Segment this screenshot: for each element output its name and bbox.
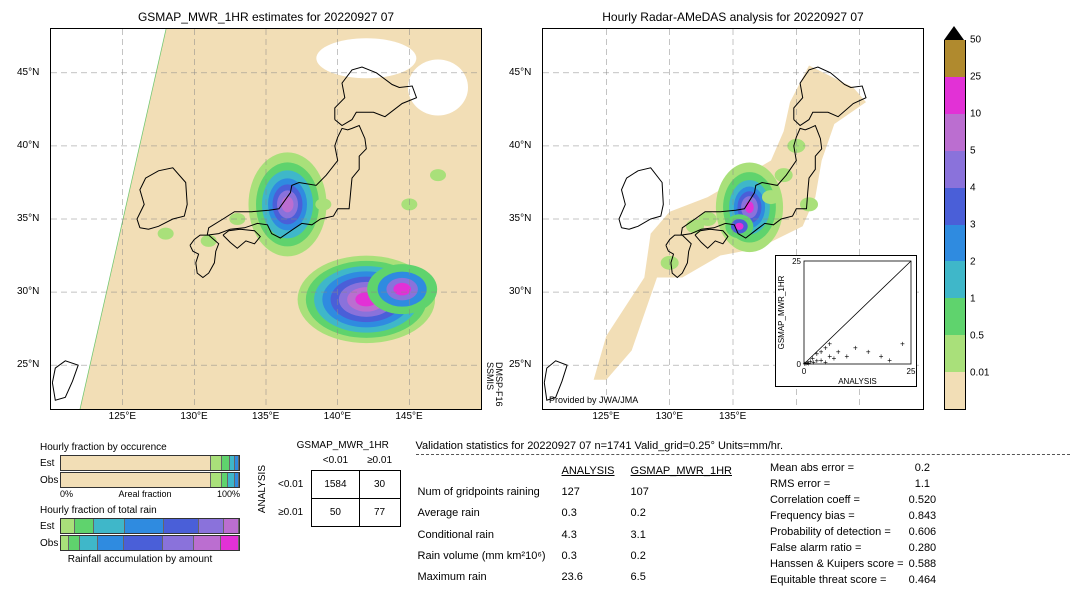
svg-text:+: + [887, 356, 892, 365]
bottom-row: Hourly fraction by occurence EstObs 0% A… [10, 440, 1070, 589]
svg-text:25: 25 [792, 257, 801, 266]
stats-block: Validation statistics for 20220927 07 n=… [416, 440, 1070, 589]
fraction-bars: Hourly fraction by occurence EstObs 0% A… [40, 440, 240, 589]
totalrain-footer: Rainfall accumulation by amount [40, 554, 240, 565]
svg-text:0: 0 [802, 367, 807, 376]
left-map-title: GSMAP_MWR_1HR estimates for 20220927 07 [50, 10, 482, 24]
svg-text:ANALYSIS: ANALYSIS [838, 377, 877, 386]
left-map: DMSP-F16SSMIS 45°N40°N35°N30°N25°N125°E1… [50, 28, 482, 410]
svg-text:+: + [827, 339, 832, 348]
map-credit: Provided by JWA/JMA [549, 395, 638, 405]
contingency-table: GSMAP_MWR_1HR ANALYSIS <0.01≥0.01<0.0115… [255, 440, 401, 589]
svg-text:+: + [836, 348, 841, 357]
svg-text:+: + [900, 339, 905, 348]
left-map-svg [51, 29, 481, 409]
svg-text:+: + [844, 352, 849, 361]
svg-text:GSMAP_MWR_1HR: GSMAP_MWR_1HR [777, 275, 786, 349]
left-map-panel: GSMAP_MWR_1HR estimates for 20220927 07 … [50, 10, 482, 410]
totalrain-title: Hourly fraction of total rain [40, 505, 240, 516]
stats-table: ANALYSISGSMAP_MWR_1HRNum of gridpoints r… [416, 459, 748, 589]
right-map: Provided by JWA/JMA ++++++++++++++++++++… [542, 28, 924, 410]
scatter-inset: +++++++++++++++++++++++002525ANALYSISGSM… [775, 255, 917, 387]
colorbar-cap-icon [944, 26, 964, 40]
occurrence-axis: 0% Areal fraction 100% [60, 489, 240, 499]
svg-text:+: + [866, 348, 871, 357]
stats-title: Validation statistics for 20220927 07 n=… [416, 440, 1070, 455]
right-map-panel: Hourly Radar-AMeDAS analysis for 2022092… [542, 10, 924, 410]
svg-text:+: + [853, 344, 858, 353]
svg-text:+: + [879, 352, 884, 361]
right-map-title: Hourly Radar-AMeDAS analysis for 2022092… [542, 10, 924, 24]
colorbar: 502510543210.50.01 [944, 10, 996, 410]
satellite-label: DMSP-F16SSMIS [485, 362, 503, 407]
contingency-row-title: ANALYSIS [255, 463, 270, 515]
scores-table: Mean abs error = 0.2RMS error = 1.1Corre… [768, 459, 938, 589]
maps-row: GSMAP_MWR_1HR estimates for 20220927 07 … [10, 10, 1070, 410]
svg-text:25: 25 [907, 367, 916, 376]
occurrence-title: Hourly fraction by occurence [40, 442, 240, 453]
contingency-col-title: GSMAP_MWR_1HR [285, 440, 401, 451]
svg-text:0: 0 [797, 360, 802, 369]
